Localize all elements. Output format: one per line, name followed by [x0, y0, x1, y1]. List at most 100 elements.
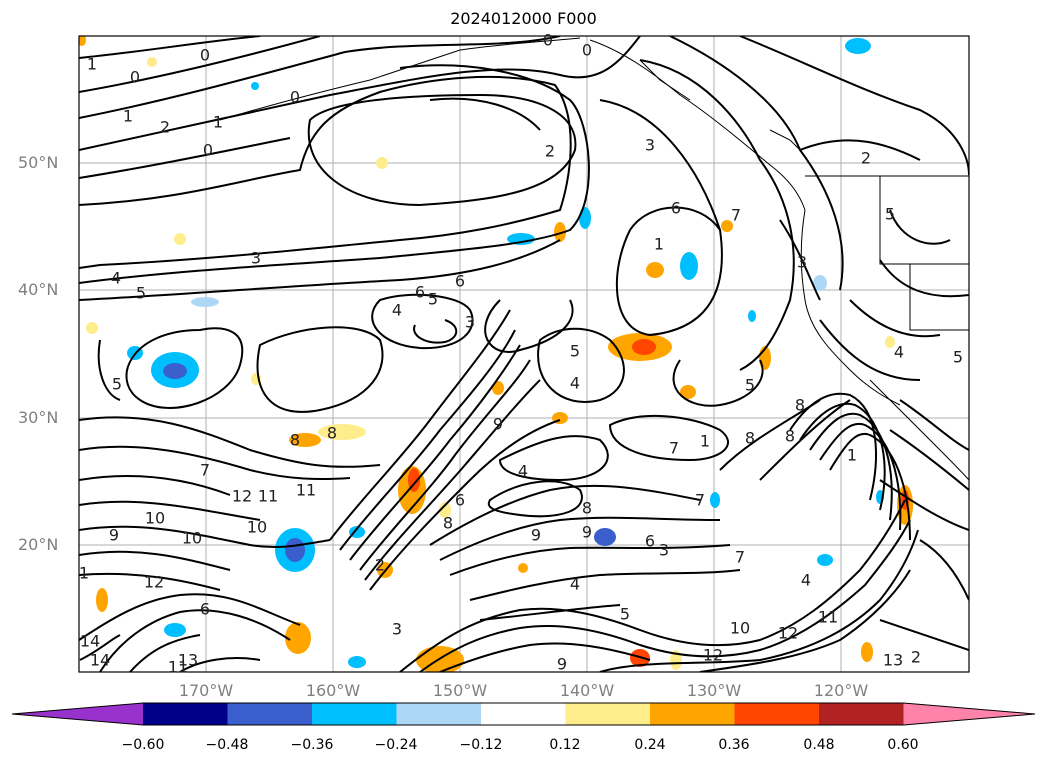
contour-label: 13 — [883, 651, 903, 670]
colorbar-label: 0.48 — [803, 737, 835, 753]
orange-patch — [861, 642, 873, 662]
lon-label-150w: 150°W — [432, 681, 488, 700]
contour-label: 9 — [493, 415, 503, 434]
blue-patch — [845, 38, 871, 54]
blue-patch — [191, 297, 219, 307]
colorbar-bin — [396, 703, 482, 725]
blue-patch — [710, 492, 720, 508]
colorbar-label: −0.36 — [290, 737, 334, 753]
contour-label: 8 — [745, 429, 755, 448]
contour-label: 4 — [570, 575, 580, 594]
contour-label: 1 — [700, 432, 710, 451]
contour-label: 11 — [258, 487, 278, 506]
shading-negative — [127, 38, 884, 668]
orange-patch — [680, 385, 696, 399]
blue-patch — [594, 528, 616, 546]
colorbar-label: 0.24 — [634, 737, 666, 753]
contour-label: 8 — [327, 424, 337, 443]
contour-label: 6 — [671, 199, 681, 218]
contour-label: 11 — [296, 481, 316, 500]
orange-patch — [79, 36, 86, 46]
contour-label: 1 — [79, 564, 89, 583]
contour-label: 2 — [911, 648, 921, 667]
contour-label: 6 — [645, 532, 655, 551]
lat-label-20n: 20°N — [18, 535, 59, 554]
contour-label: 9 — [531, 526, 541, 545]
contour-label: 2 — [861, 149, 871, 168]
orange-patch — [86, 322, 98, 334]
contour-label: 7 — [731, 206, 741, 225]
colorbar-bin — [227, 703, 313, 725]
colorbar-bin — [734, 703, 820, 725]
contour-label: 12 — [232, 487, 252, 506]
orange-patch — [96, 588, 108, 612]
colorbar-label: −0.60 — [121, 737, 165, 753]
contour-label: 3 — [251, 249, 261, 268]
contour-label: 9 — [109, 526, 119, 545]
contour-label: 12 — [778, 624, 798, 643]
contour-label: 7 — [735, 548, 745, 567]
blue-patch — [817, 554, 833, 566]
contour-label: 3 — [659, 541, 669, 560]
contour-label: 10 — [247, 518, 267, 537]
colorbar-label: −0.12 — [459, 737, 503, 753]
contour-label: 0 — [200, 46, 210, 65]
contour-label: 6 — [455, 272, 465, 291]
contour-label: 5 — [112, 375, 122, 394]
contour-label: 3 — [797, 253, 807, 272]
contour-label: 8 — [785, 427, 795, 446]
contour-label: 5 — [745, 376, 755, 395]
contour-label: 10 — [182, 529, 202, 548]
contour-label: 6 — [415, 283, 425, 302]
blue-patch — [680, 252, 698, 280]
colorbar-bin — [819, 703, 904, 725]
contour-label: 2 — [375, 556, 385, 575]
chart-title: 2024012000 F000 — [450, 9, 597, 28]
orange-patch — [147, 57, 157, 67]
blue-patch — [164, 623, 186, 637]
contour-label: 5 — [136, 284, 146, 303]
blue-patch — [251, 82, 259, 90]
contour-label: 4 — [894, 343, 904, 362]
contour-label: 0 — [543, 31, 553, 50]
contour-label: 6 — [200, 600, 210, 619]
contour-label: 5 — [885, 205, 895, 224]
contour-label: 12 — [144, 573, 164, 592]
blue-patch — [285, 538, 305, 562]
colorbar-label: 0.36 — [718, 737, 750, 753]
contour-label: 1 — [847, 446, 857, 465]
contour-label: 9 — [557, 655, 567, 674]
contour-label: 5 — [620, 605, 630, 624]
colorbar-bin — [481, 703, 566, 725]
contour-label: 14 — [80, 632, 100, 651]
lat-label-50n: 50°N — [18, 153, 59, 172]
contour-label: 4 — [801, 571, 811, 590]
contours — [79, 36, 969, 672]
contour-label: 8 — [290, 431, 300, 450]
gridlines — [79, 36, 969, 672]
contour-label: 3 — [465, 313, 475, 332]
contour-label: 11 — [168, 658, 188, 677]
colorbar-extend-low — [12, 703, 143, 725]
contour-label: 8 — [795, 396, 805, 415]
contour-label: 7 — [200, 461, 210, 480]
contour-label: 8 — [582, 499, 592, 518]
contour-label: 2 — [160, 118, 170, 137]
colorbar-label: −0.48 — [205, 737, 249, 753]
orange-patch — [632, 339, 656, 355]
blue-patch — [348, 656, 366, 668]
contour-label: 12 — [703, 646, 723, 665]
blue-patch — [579, 207, 591, 229]
colorbar-label: 0.12 — [549, 737, 581, 753]
contour-label: 0 — [582, 41, 592, 60]
contour-label: 13 — [178, 651, 198, 670]
lon-label-130w: 130°W — [686, 681, 742, 700]
contour-label: 2 — [545, 142, 555, 161]
coastlines — [219, 37, 969, 481]
contour-label: 6 — [455, 491, 465, 510]
contour-label: 1 — [654, 235, 664, 254]
blue-patch — [813, 275, 827, 291]
contour-label: 7 — [669, 439, 679, 458]
